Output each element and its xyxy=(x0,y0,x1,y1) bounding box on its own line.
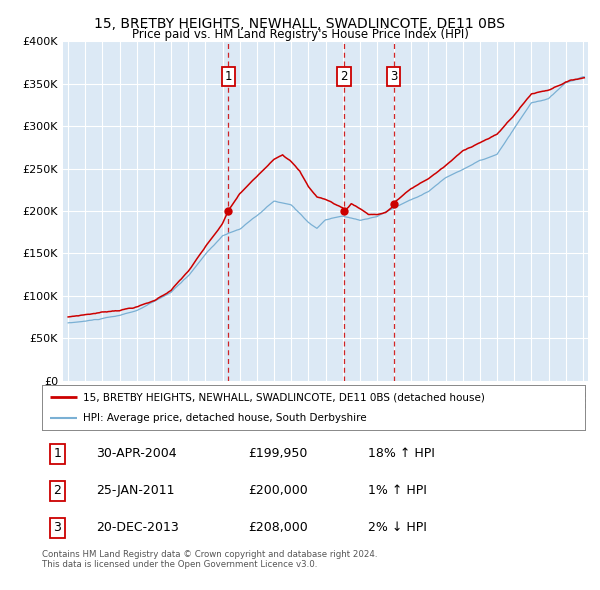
Text: 1: 1 xyxy=(53,447,61,460)
Text: Price paid vs. HM Land Registry's House Price Index (HPI): Price paid vs. HM Land Registry's House … xyxy=(131,28,469,41)
Text: £208,000: £208,000 xyxy=(248,522,308,535)
Text: £199,950: £199,950 xyxy=(248,447,308,460)
Text: 25-JAN-2011: 25-JAN-2011 xyxy=(97,484,175,497)
Text: £200,000: £200,000 xyxy=(248,484,308,497)
Text: 15, BRETBY HEIGHTS, NEWHALL, SWADLINCOTE, DE11 0BS: 15, BRETBY HEIGHTS, NEWHALL, SWADLINCOTE… xyxy=(95,17,505,31)
Text: 18% ↑ HPI: 18% ↑ HPI xyxy=(368,447,434,460)
Text: 30-APR-2004: 30-APR-2004 xyxy=(97,447,177,460)
Text: 1% ↑ HPI: 1% ↑ HPI xyxy=(368,484,427,497)
Text: 2: 2 xyxy=(340,70,347,83)
Text: 3: 3 xyxy=(390,70,397,83)
Text: Contains HM Land Registry data © Crown copyright and database right 2024.
This d: Contains HM Land Registry data © Crown c… xyxy=(42,550,377,569)
Text: 2% ↓ HPI: 2% ↓ HPI xyxy=(368,522,427,535)
Text: 2: 2 xyxy=(53,484,61,497)
Text: HPI: Average price, detached house, South Derbyshire: HPI: Average price, detached house, Sout… xyxy=(83,412,367,422)
Text: 20-DEC-2013: 20-DEC-2013 xyxy=(97,522,179,535)
Text: 3: 3 xyxy=(53,522,61,535)
Text: 15, BRETBY HEIGHTS, NEWHALL, SWADLINCOTE, DE11 0BS (detached house): 15, BRETBY HEIGHTS, NEWHALL, SWADLINCOTE… xyxy=(83,392,485,402)
Text: 1: 1 xyxy=(224,70,232,83)
